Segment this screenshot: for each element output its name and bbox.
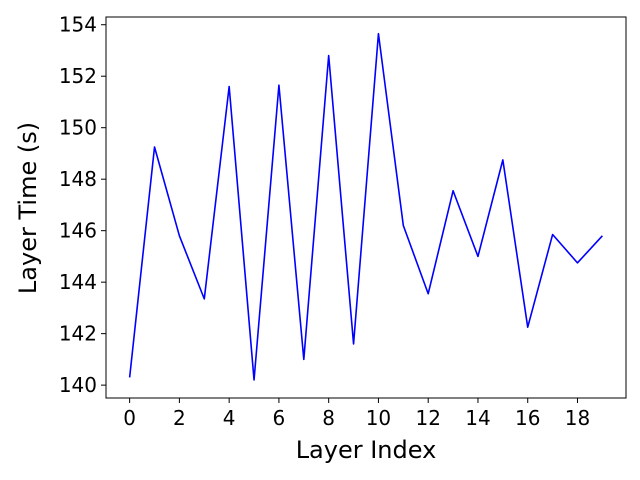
x-tick-label: 12 xyxy=(415,406,440,430)
x-tick-label: 18 xyxy=(565,406,590,430)
x-tick-label: 0 xyxy=(123,406,136,430)
x-tick-label: 4 xyxy=(223,406,236,430)
x-tick-label: 10 xyxy=(366,406,391,430)
series-layer xyxy=(128,32,603,381)
x-tick-label: 8 xyxy=(322,406,335,430)
plot-frame xyxy=(105,16,627,399)
x-tick-label: 6 xyxy=(273,406,286,430)
y-axis-label: Layer Time (s) xyxy=(14,122,42,294)
x-tick-label: 14 xyxy=(465,406,490,430)
y-tick-label: 150 xyxy=(59,116,97,140)
y-tick-label: 148 xyxy=(59,167,97,191)
y-tick-label: 152 xyxy=(59,64,97,88)
x-axis-label: Layer Index xyxy=(296,436,437,464)
y-axis: 140 142 144 146 148 150 152 154 xyxy=(59,13,106,397)
x-tick-label: 2 xyxy=(173,406,186,430)
y-tick-label: 144 xyxy=(59,270,97,294)
x-tick-label: 16 xyxy=(515,406,540,430)
y-tick-label: 146 xyxy=(59,219,97,243)
y-tick-label: 140 xyxy=(59,373,97,397)
plot-area xyxy=(106,17,626,398)
series-line xyxy=(128,32,603,381)
y-tick-label: 142 xyxy=(59,322,97,346)
x-axis: 0 2 4 6 8 10 12 14 16 18 xyxy=(123,398,590,430)
y-tick-label: 154 xyxy=(59,13,97,37)
